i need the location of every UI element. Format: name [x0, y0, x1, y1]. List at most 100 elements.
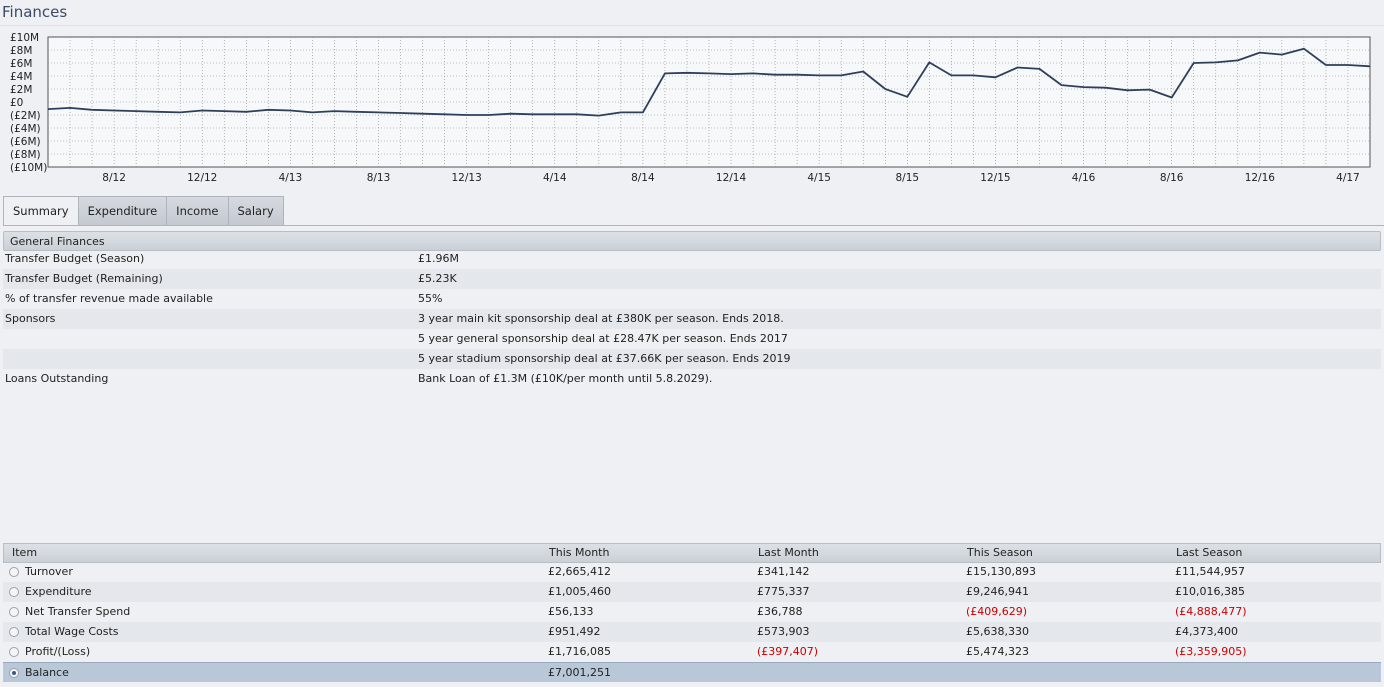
finance-label: % of transfer revenue made available	[5, 292, 213, 305]
y-tick-label: (£2M)	[10, 110, 41, 122]
row-this-month: £1,716,085	[548, 645, 611, 658]
row-this-month: £7,001,251	[548, 666, 611, 679]
row-this-month: £56,133	[548, 605, 594, 618]
table-row[interactable]: Profit/(Loss) £1,716,085 (£397,407) £5,4…	[3, 642, 1381, 662]
finance-value: 5 year general sponsorship deal at £28.4…	[418, 332, 788, 345]
x-tick-label: 12/14	[716, 172, 747, 182]
finance-label: Transfer Budget (Remaining)	[5, 272, 163, 285]
finance-value: 55%	[418, 292, 443, 305]
row-this-season: £5,474,323	[966, 645, 1029, 658]
page-title: Finances	[2, 3, 68, 21]
column-header-last-month[interactable]: Last Month	[758, 546, 819, 559]
row-item: Net Transfer Spend	[25, 605, 131, 618]
finance-label: Transfer Budget (Season)	[5, 252, 145, 265]
finance-label: Loans Outstanding	[5, 372, 109, 385]
row-item: Balance	[25, 666, 69, 679]
row-this-month: £951,492	[548, 625, 601, 638]
table-row[interactable]: Net Transfer Spend £56,133 £36,788 (£409…	[3, 602, 1381, 622]
finance-value: £5.23K	[418, 272, 457, 285]
row-last-month: £36,788	[757, 605, 803, 618]
finance-row: % of transfer revenue made available 55%	[3, 289, 1381, 309]
table-row[interactable]: Total Wage Costs £951,492 £573,903 £5,63…	[3, 622, 1381, 642]
x-tick-label: 12/15	[980, 172, 1010, 182]
y-tick-label: £8M	[10, 45, 32, 57]
row-radio-button[interactable]	[9, 567, 19, 577]
column-header-last-season[interactable]: Last Season	[1176, 546, 1243, 559]
y-tick-label: £6M	[10, 58, 32, 70]
row-this-season: £5,638,330	[966, 625, 1029, 638]
x-tick-label: 8/13	[367, 172, 391, 182]
row-item: Profit/(Loss)	[25, 645, 91, 658]
table-row[interactable]: Expenditure £1,005,460 £775,337 £9,246,9…	[3, 582, 1381, 602]
row-item: Turnover	[25, 565, 73, 578]
tab-summary[interactable]: Summary	[3, 196, 79, 226]
table-row[interactable]: Turnover £2,665,412 £341,142 £15,130,893…	[3, 562, 1381, 582]
balance-line-chart: £10M£8M£6M£4M£2M£0(£2M)(£4M)(£6M)(£8M)(£…	[10, 32, 1371, 182]
row-this-season: £9,246,941	[966, 585, 1029, 598]
tab-salary[interactable]: Salary	[228, 196, 284, 226]
row-this-season: (£409,629)	[966, 605, 1028, 618]
finance-value: £1.96M	[418, 252, 459, 265]
finance-value: 3 year main kit sponsorship deal at £380…	[418, 312, 784, 325]
finance-row: Sponsors 3 year main kit sponsorship dea…	[3, 309, 1381, 329]
finance-value: 5 year stadium sponsorship deal at £37.6…	[418, 352, 791, 365]
finance-row: Loans Outstanding Bank Loan of £1.3M (£1…	[3, 369, 1381, 389]
row-radio-button[interactable]	[9, 627, 19, 637]
x-tick-label: 12/12	[187, 172, 217, 182]
row-last-month: £775,337	[757, 585, 810, 598]
tab-income[interactable]: Income	[167, 196, 229, 226]
row-radio-button[interactable]	[9, 607, 19, 617]
row-last-season: £11,544,957	[1175, 565, 1245, 578]
summary-panel	[3, 225, 1384, 687]
y-tick-label: £2M	[10, 84, 32, 96]
x-tick-label: 4/14	[543, 172, 567, 182]
x-tick-label: 8/14	[631, 172, 655, 182]
finance-row: 5 year stadium sponsorship deal at £37.6…	[3, 349, 1381, 369]
row-last-month: (£397,407)	[757, 645, 819, 658]
row-this-season: £15,130,893	[966, 565, 1036, 578]
summary-table-header: Item This Month Last Month This Season L…	[3, 543, 1381, 563]
row-item: Total Wage Costs	[25, 625, 119, 638]
x-tick-label: 4/13	[279, 172, 303, 182]
row-item: Expenditure	[25, 585, 92, 598]
finance-label: Sponsors	[5, 312, 56, 325]
x-tick-label: 8/15	[896, 172, 920, 182]
finance-row: Transfer Budget (Season) £1.96M	[3, 249, 1381, 269]
finance-value: Bank Loan of £1.3M (£10K/per month until…	[418, 372, 713, 385]
x-tick-label: 4/16	[1072, 172, 1096, 182]
y-tick-label: (£8M)	[10, 149, 41, 161]
row-last-season: £4,373,400	[1175, 625, 1238, 638]
column-header-this-month[interactable]: This Month	[549, 546, 610, 559]
finance-row: Transfer Budget (Remaining) £5.23K	[3, 269, 1381, 289]
row-last-season: (£3,359,905)	[1175, 645, 1247, 658]
column-header-this-season[interactable]: This Season	[967, 546, 1033, 559]
row-this-month: £1,005,460	[548, 585, 611, 598]
row-last-month: £573,903	[757, 625, 810, 638]
y-tick-label: (£6M)	[10, 136, 41, 148]
column-header-item[interactable]: Item	[12, 546, 38, 559]
x-tick-label: 12/13	[452, 172, 482, 182]
title-divider	[0, 25, 1384, 26]
x-tick-label: 4/15	[807, 172, 831, 182]
table-row-selected[interactable]: Balance £7,001,251	[3, 662, 1381, 682]
row-radio-button[interactable]	[9, 647, 19, 657]
x-tick-label: 8/16	[1160, 172, 1184, 182]
finance-row: 5 year general sponsorship deal at £28.4…	[3, 329, 1381, 349]
y-tick-label: (£10M)	[10, 162, 47, 174]
row-radio-button[interactable]	[9, 668, 19, 678]
row-last-season: (£4,888,477)	[1175, 605, 1247, 618]
tab-expenditure[interactable]: Expenditure	[78, 196, 168, 226]
x-tick-label: 4/17	[1336, 172, 1360, 182]
y-tick-label: £10M	[10, 32, 39, 44]
row-last-season: £10,016,385	[1175, 585, 1245, 598]
y-tick-label: £4M	[10, 71, 32, 83]
series-line	[47, 47, 1371, 117]
y-tick-label: (£4M)	[10, 123, 41, 135]
y-tick-label: £0	[10, 97, 23, 109]
general-finances-header: General Finances	[3, 231, 1381, 251]
row-last-month: £341,142	[757, 565, 810, 578]
row-radio-button[interactable]	[9, 587, 19, 597]
x-tick-label: 12/16	[1245, 172, 1276, 182]
tab-bar: Summary Expenditure Income Salary	[3, 196, 284, 226]
row-this-month: £2,665,412	[548, 565, 611, 578]
